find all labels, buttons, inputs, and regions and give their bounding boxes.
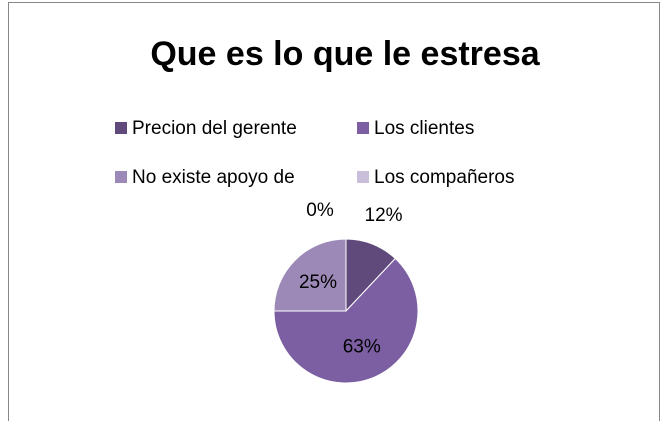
data-label: 25% (299, 272, 337, 293)
pie-slice (273, 257, 419, 384)
legend-swatch (115, 122, 127, 134)
legend-swatch (357, 171, 369, 183)
legend-label: Precion del gerente (132, 118, 297, 139)
legend-swatch (115, 171, 127, 183)
legend-label: Los compañeros (374, 167, 514, 188)
legend-label: No existe apoyo de (132, 167, 295, 188)
data-label: 0% (306, 200, 334, 221)
legend-label: Los clientes (374, 118, 474, 139)
data-label: 63% (343, 336, 381, 357)
chart-title: Que es lo que le estresa (150, 35, 540, 73)
data-label: 12% (365, 205, 403, 226)
pie-slice (273, 238, 347, 312)
legend-swatch (357, 122, 369, 134)
